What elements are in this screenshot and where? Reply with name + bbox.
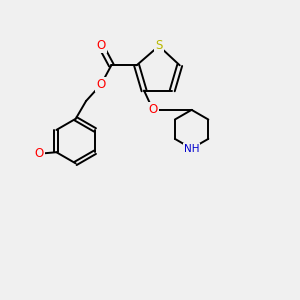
Text: O: O [96, 40, 106, 52]
Text: O: O [148, 103, 158, 116]
Text: O: O [34, 147, 44, 160]
Text: S: S [155, 40, 163, 52]
Text: O: O [96, 78, 106, 91]
Text: NH: NH [184, 143, 200, 154]
